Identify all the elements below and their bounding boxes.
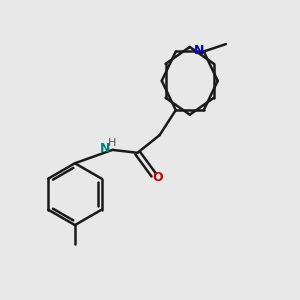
Text: N: N	[100, 142, 110, 155]
Text: H: H	[108, 138, 116, 148]
Text: N: N	[194, 44, 204, 56]
Text: O: O	[152, 171, 163, 184]
